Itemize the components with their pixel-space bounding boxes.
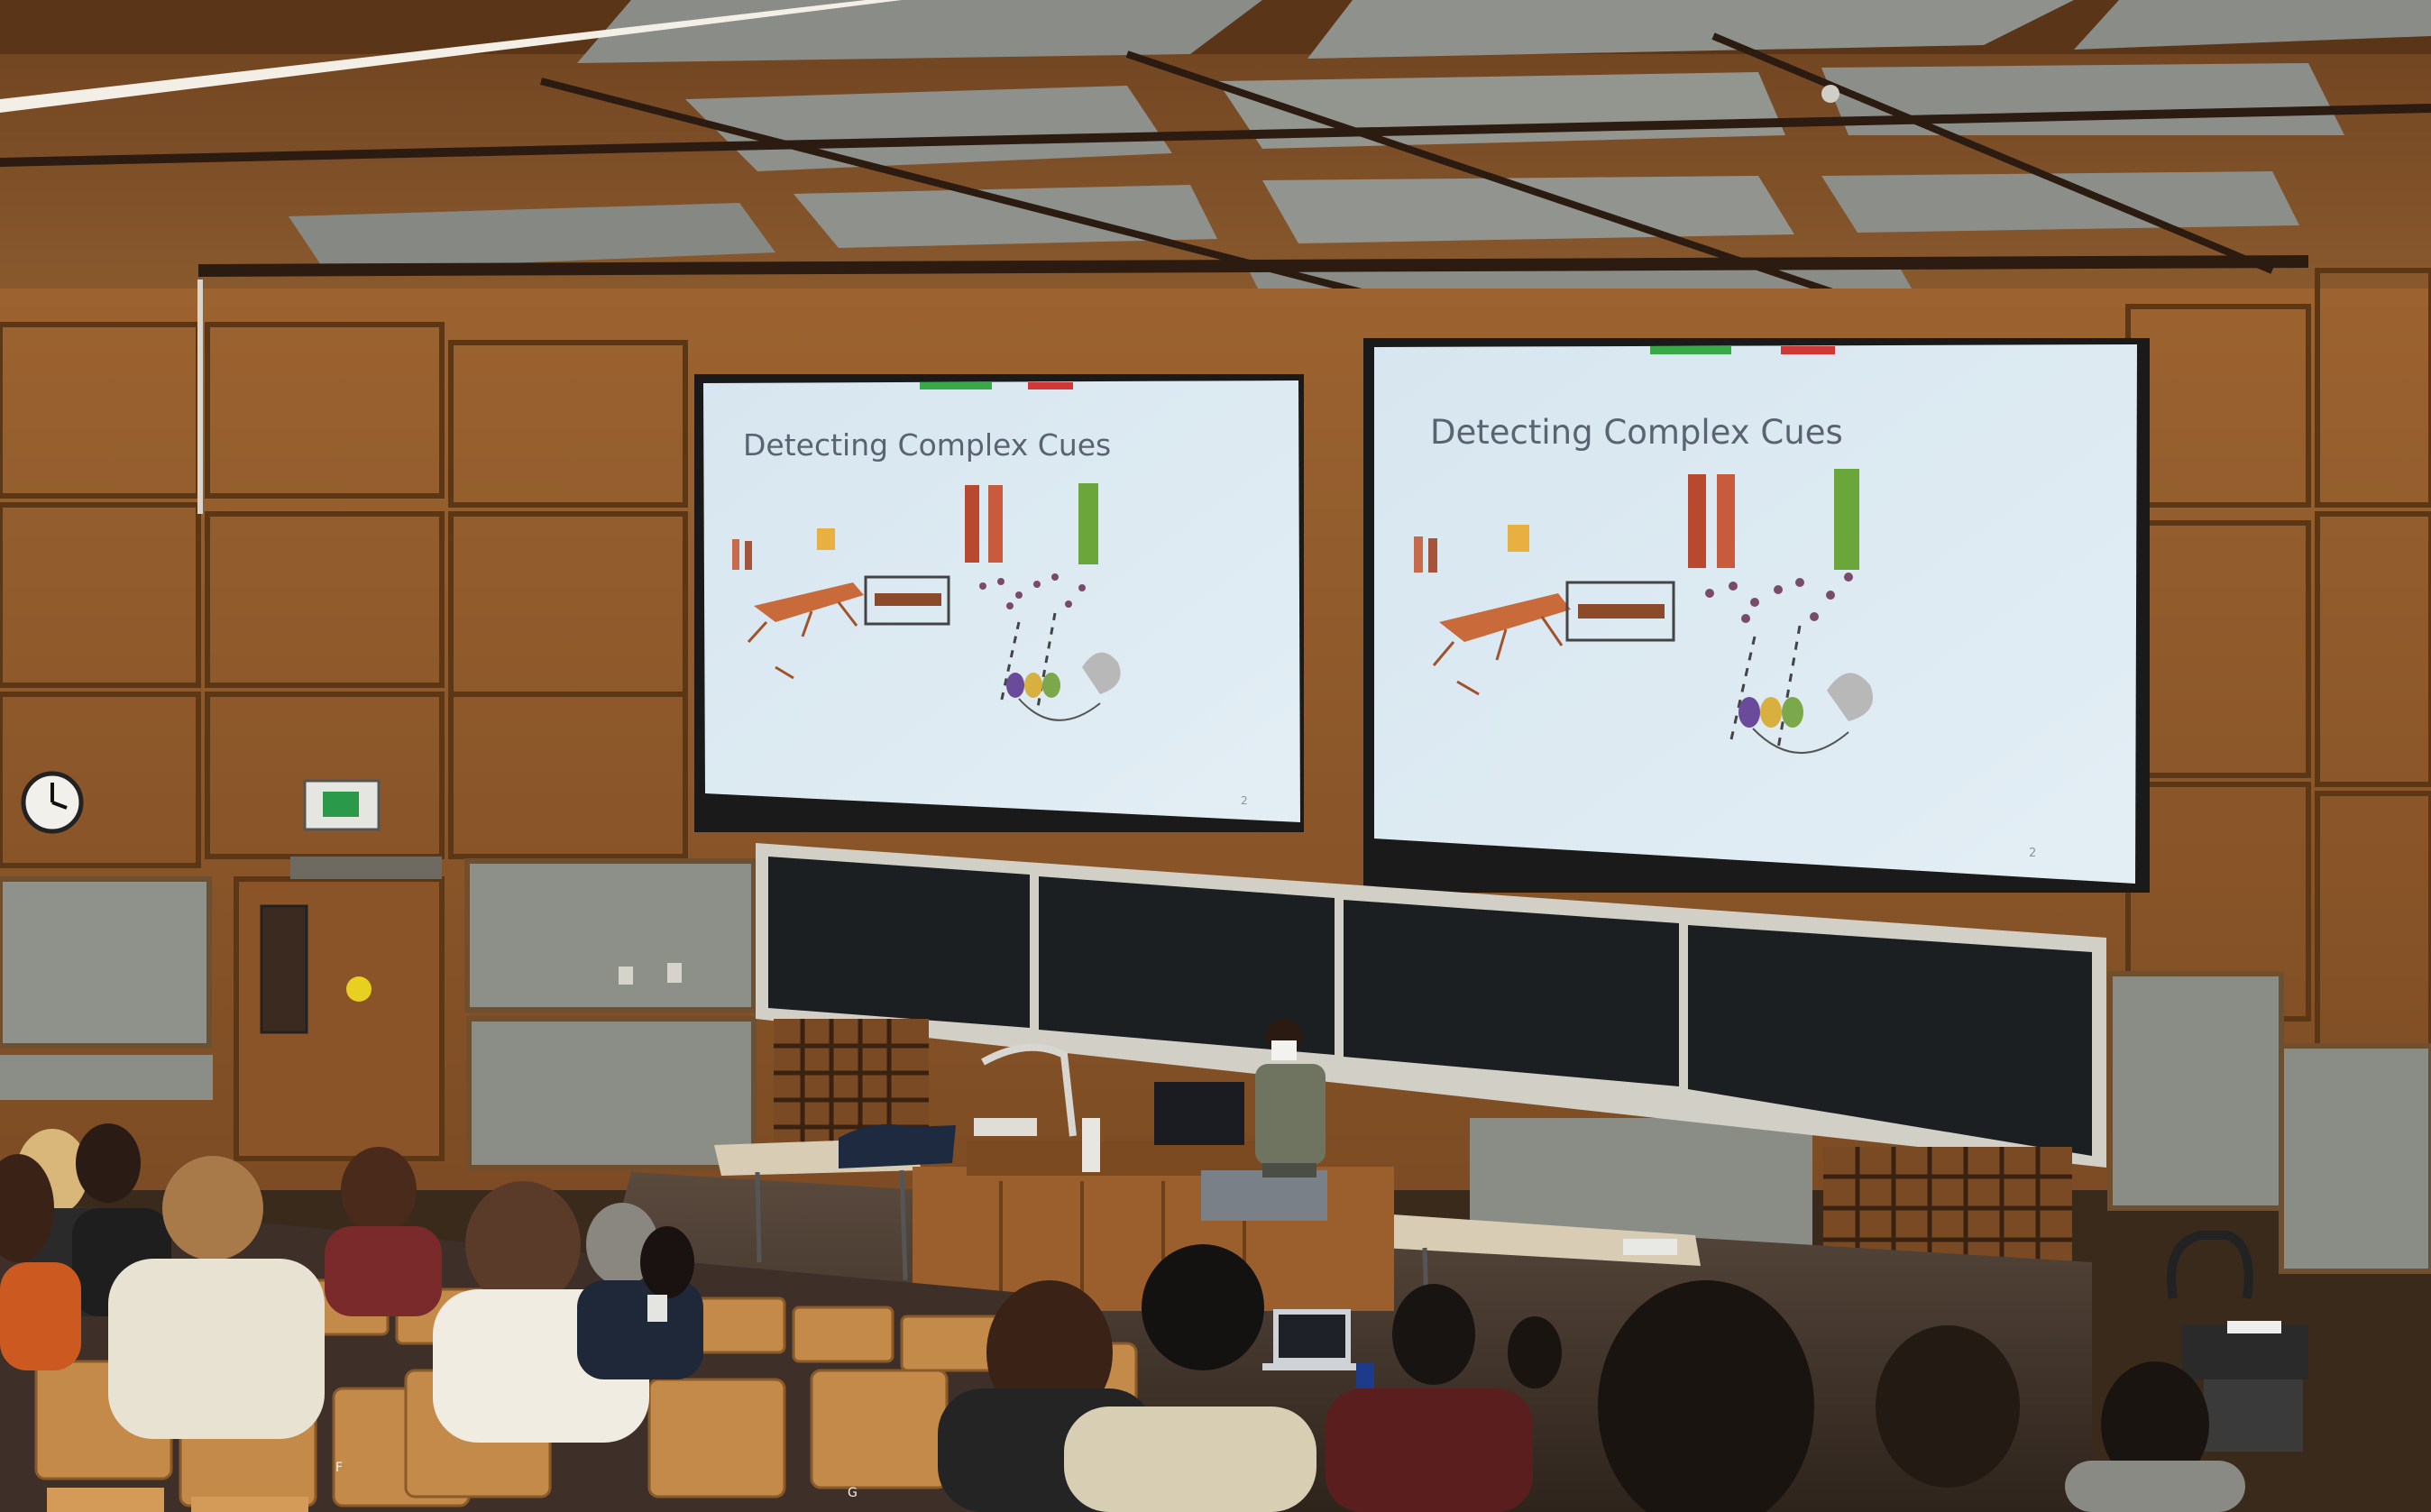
audience xyxy=(0,1123,2245,1512)
presenter xyxy=(1255,1019,1326,1178)
slide-illustration-left xyxy=(732,483,1121,721)
seat-letter-f: F xyxy=(335,1461,343,1475)
slide-title-left: Detecting Complex Cues xyxy=(743,427,1111,463)
seat-letter-g: G xyxy=(848,1486,858,1500)
chalkboards xyxy=(756,843,2106,1168)
slide-title-right: Detecting Complex Cues xyxy=(1430,413,1843,452)
exit-sign xyxy=(303,779,381,831)
slide-number-left: 2 xyxy=(1241,794,1248,807)
slide-illustration-right xyxy=(1414,469,1873,754)
ceiling xyxy=(0,0,2431,328)
projector-cart xyxy=(2167,1231,2308,1452)
projection-screen-right: Detecting Complex Cues 2 xyxy=(1363,338,2150,893)
slide-number-right: 2 xyxy=(2029,847,2036,860)
backpack xyxy=(839,1123,956,1168)
door xyxy=(234,857,445,1161)
acoustic-panels xyxy=(0,858,2431,1274)
wall-clock xyxy=(21,771,84,834)
projection-screen-left: Detecting Complex Cues 2 xyxy=(694,374,1304,832)
wall-switches xyxy=(619,963,682,985)
lecture-podium xyxy=(913,1043,1394,1311)
